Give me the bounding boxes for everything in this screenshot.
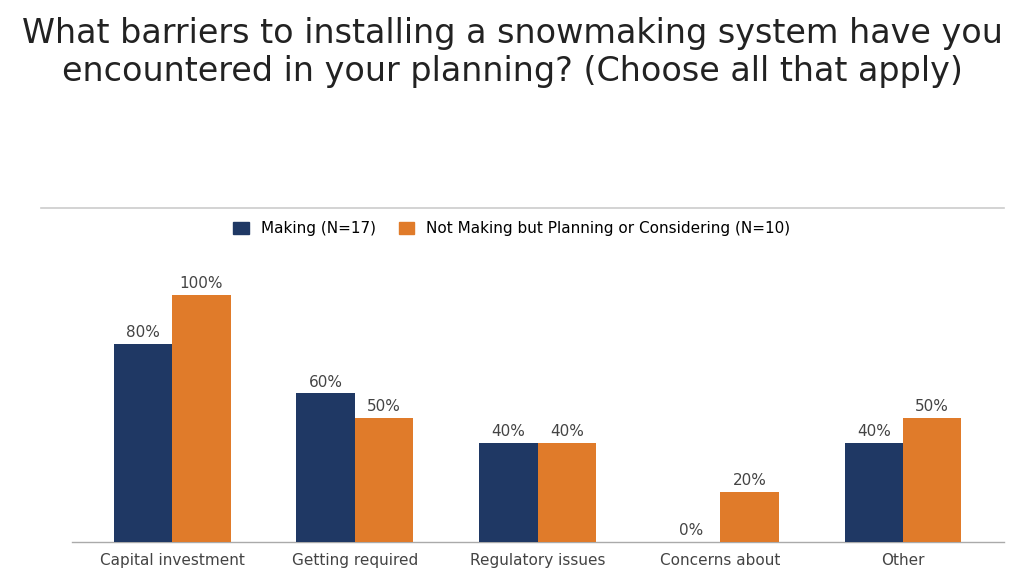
Bar (720, 492, 779, 542)
Text: 0%: 0% (679, 523, 703, 538)
Bar (845, 443, 903, 542)
Text: What barriers to installing a snowmaking system have you
encountered in your pla: What barriers to installing a snowmaking… (22, 17, 1002, 88)
Bar (355, 418, 414, 542)
Text: 50%: 50% (915, 400, 949, 414)
Text: 40%: 40% (492, 424, 525, 439)
Bar (479, 443, 538, 542)
Text: 20%: 20% (732, 474, 767, 488)
Text: 80%: 80% (126, 325, 160, 340)
Text: 100%: 100% (179, 276, 223, 291)
Text: 40%: 40% (550, 424, 584, 439)
Bar (114, 344, 172, 542)
Bar (172, 295, 230, 542)
Bar (903, 418, 962, 542)
Legend: Making (N=17), Not Making but Planning or Considering (N=10): Making (N=17), Not Making but Planning o… (233, 221, 791, 237)
Text: 40%: 40% (857, 424, 891, 439)
Bar (296, 393, 355, 542)
Bar (538, 443, 596, 542)
Text: 60%: 60% (308, 374, 343, 390)
Text: 50%: 50% (368, 400, 401, 414)
